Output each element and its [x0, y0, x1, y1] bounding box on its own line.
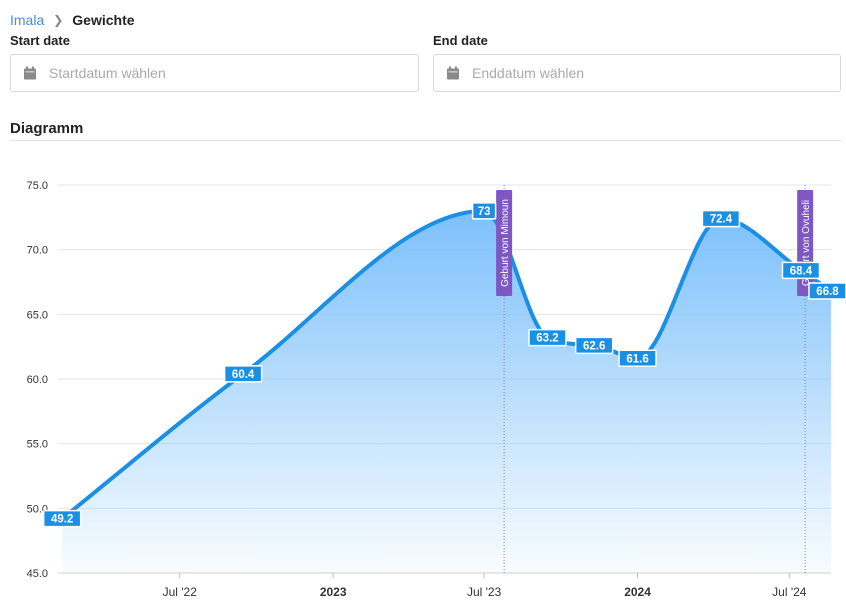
breadcrumb: Imala ❯ Gewichte: [10, 12, 135, 28]
data-label-box: [701, 209, 741, 228]
x-tick-label: Jul '23: [467, 585, 502, 599]
section-title: Diagramm: [10, 120, 84, 137]
data-label: 68.4: [790, 265, 813, 277]
data-label-box: [42, 509, 82, 528]
breadcrumb-current: Gewichte: [72, 12, 135, 28]
breadcrumb-link-imala[interactable]: Imala: [10, 12, 45, 28]
data-label: 72.4: [710, 214, 733, 226]
data-label-box: [781, 261, 821, 280]
x-tick-label: 2024: [624, 585, 651, 599]
y-tick-label: 45.0: [27, 568, 48, 580]
section-divider: [10, 140, 841, 141]
data-label-box: [808, 282, 846, 300]
y-tick-label: 65.0: [27, 309, 48, 321]
data-label: 73: [478, 206, 491, 218]
annotation-badge: [496, 190, 513, 296]
annotation-label: Geburt von Ovuheli: [801, 200, 812, 286]
data-label: 60.4: [232, 369, 255, 381]
y-tick-label: 70.0: [27, 245, 48, 257]
data-label: 62.6: [583, 340, 605, 352]
start-date-input[interactable]: [49, 65, 349, 81]
data-label-box: [471, 202, 497, 220]
data-label-box: [618, 349, 657, 368]
x-tick-label: Jul '24: [772, 585, 807, 599]
chevron-right-icon: ❯: [53, 13, 64, 27]
y-tick-label: 75.0: [27, 180, 48, 192]
x-tick-label: Jul '22: [163, 585, 198, 599]
end-date-label: End date: [433, 33, 488, 48]
calendar-icon: [24, 66, 36, 80]
series-area: [62, 210, 831, 573]
data-label: 63.2: [536, 333, 558, 345]
y-tick-label: 50.0: [27, 503, 48, 515]
start-date-field[interactable]: [10, 54, 419, 92]
x-tick-label: 2023: [320, 585, 347, 599]
end-date-field[interactable]: [433, 54, 841, 92]
data-label-box: [223, 365, 263, 383]
data-label: 49.2: [51, 514, 73, 526]
annotation-label: Geburt von Mimoun: [500, 199, 511, 287]
data-label-box: [574, 336, 614, 355]
y-tick-label: 55.0: [27, 439, 48, 451]
data-label-box: [528, 328, 567, 347]
data-label: 61.6: [626, 353, 648, 365]
data-label: 66.8: [816, 286, 839, 298]
calendar-icon: [447, 66, 459, 80]
y-tick-label: 60.0: [27, 374, 48, 386]
end-date-input[interactable]: [472, 65, 772, 81]
start-date-label: Start date: [10, 33, 70, 48]
